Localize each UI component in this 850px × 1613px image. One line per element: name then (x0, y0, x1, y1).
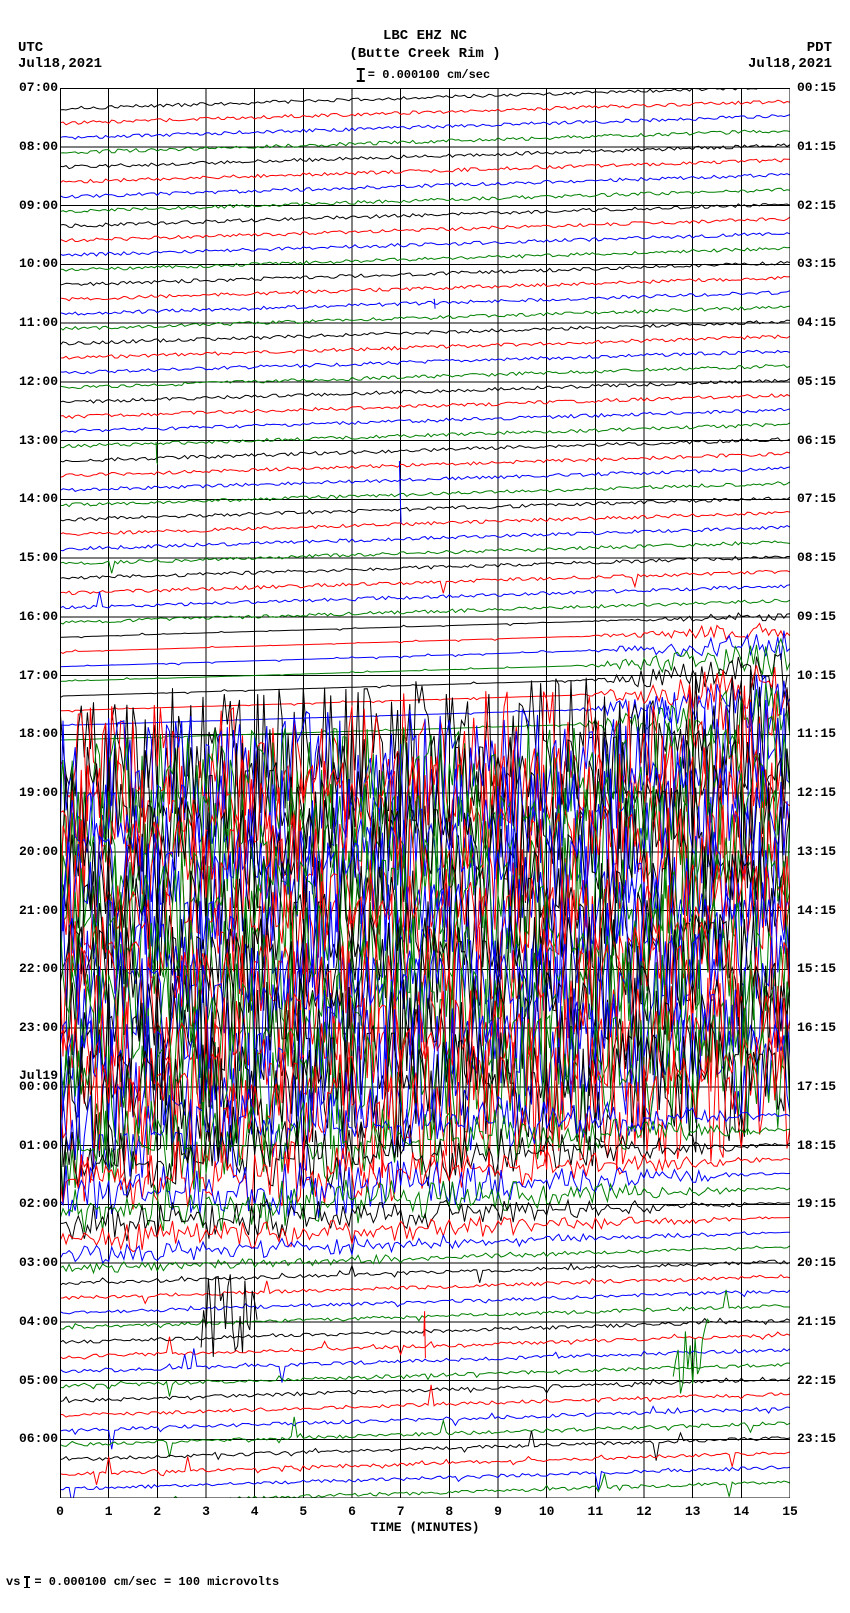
ytick-left: 14:00 (14, 491, 58, 506)
xtick: 9 (494, 1504, 502, 1519)
xtick: 14 (734, 1504, 750, 1519)
ytick-right: 03:15 (797, 256, 836, 271)
scale-bar-icon (360, 68, 362, 82)
xtick: 6 (348, 1504, 356, 1519)
xtick: 5 (299, 1504, 307, 1519)
amplitude-scale-marker: = 0.000100 cm/sec (360, 68, 490, 82)
ytick-left: 15:00 (14, 550, 58, 565)
ytick-right: 19:15 (797, 1196, 836, 1211)
ytick-right: 11:15 (797, 726, 836, 741)
xtick: 4 (251, 1504, 259, 1519)
ytick-right: 09:15 (797, 609, 836, 624)
seismogram-plot (60, 88, 790, 1498)
ytick-right: 15:15 (797, 961, 836, 976)
ytick-left: 05:00 (14, 1373, 58, 1388)
xtick: 15 (782, 1504, 798, 1519)
ytick-right: 00:15 (797, 80, 836, 95)
scale-bar-icon (26, 1576, 28, 1588)
ytick-right: 01:15 (797, 139, 836, 154)
station-location: (Butte Creek Rim ) (0, 46, 850, 62)
seismogram-svg (60, 88, 790, 1498)
ytick-right: 23:15 (797, 1431, 836, 1446)
footer-text: = 0.000100 cm/sec = 100 microvolts (34, 1575, 279, 1589)
ytick-right: 18:15 (797, 1138, 836, 1153)
ytick-left: 18:00 (14, 726, 58, 741)
ytick-left: 03:00 (14, 1255, 58, 1270)
ytick-right: 02:15 (797, 198, 836, 213)
ytick-left: 07:00 (14, 80, 58, 95)
xtick: 0 (56, 1504, 64, 1519)
ytick-right: 07:15 (797, 491, 836, 506)
ytick-right: 10:15 (797, 668, 836, 683)
ytick-left: 01:00 (14, 1138, 58, 1153)
ytick-left: 16:00 (14, 609, 58, 624)
date-left: Jul18,2021 (18, 56, 102, 72)
date-right: Jul18,2021 (748, 56, 832, 72)
ytick-right: 05:15 (797, 374, 836, 389)
xtick: 10 (539, 1504, 555, 1519)
ytick-left: 08:00 (14, 139, 58, 154)
ytick-right: 08:15 (797, 550, 836, 565)
scale-text: = 0.000100 cm/sec (368, 68, 490, 82)
ytick-right: 06:15 (797, 433, 836, 448)
xtick: 8 (445, 1504, 453, 1519)
timezone-left: UTC (18, 40, 43, 56)
ytick-left: 10:00 (14, 256, 58, 271)
ytick-right: 22:15 (797, 1373, 836, 1388)
ytick-left: 00:00 (14, 1079, 58, 1094)
ytick-right: 20:15 (797, 1255, 836, 1270)
ytick-left: 19:00 (14, 785, 58, 800)
ytick-left: 17:00 (14, 668, 58, 683)
xtick: 7 (397, 1504, 405, 1519)
footer-prefix: vs (6, 1575, 20, 1589)
station-code: LBC EHZ NC (0, 28, 850, 44)
ytick-right: 14:15 (797, 903, 836, 918)
ytick-left: 22:00 (14, 961, 58, 976)
footer-scale: vs = 0.000100 cm/sec = 100 microvolts (6, 1575, 279, 1589)
ytick-right: 04:15 (797, 315, 836, 330)
ytick-left: 06:00 (14, 1431, 58, 1446)
xtick: 1 (105, 1504, 113, 1519)
xtick: 11 (588, 1504, 604, 1519)
ytick-left: 11:00 (14, 315, 58, 330)
ytick-left: 12:00 (14, 374, 58, 389)
chart-header: LBC EHZ NC (Butte Creek Rim ) (0, 28, 850, 62)
xtick: 3 (202, 1504, 210, 1519)
ytick-left: 20:00 (14, 844, 58, 859)
ytick-left: 23:00 (14, 1020, 58, 1035)
xtick: 12 (636, 1504, 652, 1519)
ytick-right: 17:15 (797, 1079, 836, 1094)
ytick-left: 04:00 (14, 1314, 58, 1329)
xtick: 13 (685, 1504, 701, 1519)
ytick-left: 21:00 (14, 903, 58, 918)
ytick-left: 02:00 (14, 1196, 58, 1211)
ytick-right: 21:15 (797, 1314, 836, 1329)
x-axis-label: TIME (MINUTES) (370, 1520, 479, 1535)
ytick-left: 13:00 (14, 433, 58, 448)
ytick-right: 13:15 (797, 844, 836, 859)
ytick-right: 12:15 (797, 785, 836, 800)
ytick-right: 16:15 (797, 1020, 836, 1035)
xtick: 2 (153, 1504, 161, 1519)
ytick-left: 09:00 (14, 198, 58, 213)
timezone-right: PDT (807, 40, 832, 56)
